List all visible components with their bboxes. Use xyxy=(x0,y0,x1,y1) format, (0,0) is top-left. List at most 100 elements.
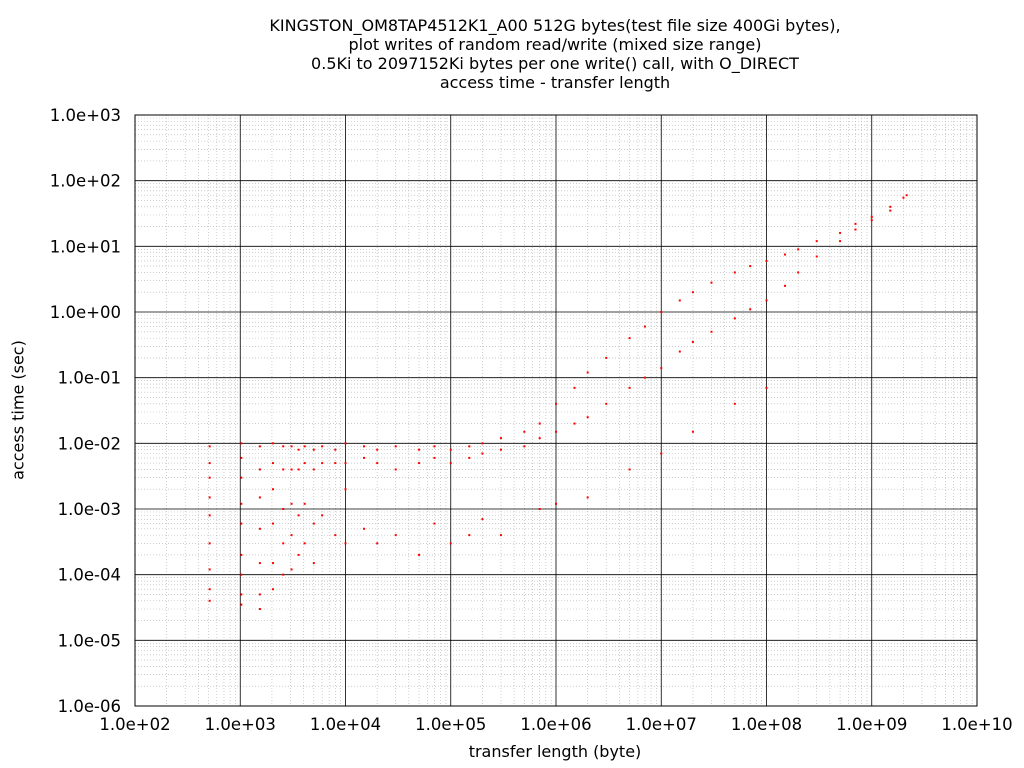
data-point xyxy=(258,562,261,565)
data-point xyxy=(303,502,306,505)
data-point xyxy=(258,593,261,596)
data-point xyxy=(312,468,315,471)
y-tick-label: 1.0e+00 xyxy=(50,303,121,322)
data-point xyxy=(678,299,681,302)
data-point xyxy=(282,573,285,576)
data-point xyxy=(433,445,436,448)
data-point xyxy=(258,445,261,448)
data-point xyxy=(468,456,471,459)
data-point xyxy=(538,508,541,510)
y-tick-label: 1.0e+02 xyxy=(50,172,121,191)
data-point xyxy=(499,534,502,537)
y-tick-label: 1.0e-06 xyxy=(58,697,121,716)
x-tick-label: 1.0e+09 xyxy=(836,715,907,734)
data-point xyxy=(797,271,800,274)
data-point xyxy=(258,608,261,610)
data-point xyxy=(418,448,421,451)
data-point xyxy=(691,291,694,294)
data-point xyxy=(815,240,818,243)
y-axis-label: access time (sec) xyxy=(8,340,28,480)
data-point xyxy=(282,468,285,471)
data-points xyxy=(208,194,908,610)
data-point xyxy=(481,442,484,445)
data-point xyxy=(538,422,541,425)
data-point xyxy=(208,514,211,517)
data-point xyxy=(643,325,646,328)
data-point xyxy=(363,527,366,530)
data-point xyxy=(870,219,873,222)
data-point xyxy=(889,205,892,208)
data-point xyxy=(555,502,557,505)
data-point xyxy=(854,228,857,231)
data-point xyxy=(839,240,842,243)
data-point xyxy=(573,386,576,389)
y-tick-label: 1.0e-02 xyxy=(58,434,121,453)
data-point xyxy=(555,430,557,433)
data-point xyxy=(749,265,752,268)
data-point xyxy=(765,386,768,389)
data-point xyxy=(449,448,452,451)
data-point xyxy=(839,231,842,234)
data-point xyxy=(710,281,713,284)
data-point xyxy=(628,337,631,340)
data-point xyxy=(334,534,337,537)
data-point xyxy=(797,248,800,251)
data-point xyxy=(290,568,293,571)
data-point xyxy=(468,534,471,537)
data-point xyxy=(586,371,589,374)
data-point xyxy=(208,568,211,571)
y-tick-label: 1.0e-05 xyxy=(58,631,121,650)
chart-title-line-4: access time - transfer length xyxy=(439,73,671,92)
data-point xyxy=(870,215,873,218)
x-tick-label: 1.0e+03 xyxy=(205,715,276,734)
data-point xyxy=(605,402,608,405)
data-point xyxy=(272,522,275,525)
data-point xyxy=(523,430,526,433)
data-point xyxy=(272,588,275,591)
x-tick-label: 1.0e+02 xyxy=(99,715,170,734)
data-point xyxy=(240,456,243,459)
major-gridlines xyxy=(134,114,978,707)
x-tick-label: 1.0e+08 xyxy=(731,715,802,734)
data-point xyxy=(312,522,315,525)
data-point xyxy=(523,445,526,448)
data-point xyxy=(272,562,275,565)
data-point xyxy=(297,514,300,517)
data-point xyxy=(344,488,347,491)
y-tick-label: 1.0e+03 xyxy=(50,106,121,125)
data-point xyxy=(660,452,663,455)
data-point xyxy=(297,448,300,451)
data-point xyxy=(468,445,471,448)
data-point xyxy=(691,430,694,433)
data-point xyxy=(258,527,261,530)
data-point xyxy=(643,376,646,379)
data-point xyxy=(208,445,211,448)
data-point xyxy=(272,488,275,491)
data-point xyxy=(418,462,421,465)
data-point xyxy=(240,522,243,525)
data-point xyxy=(240,476,243,479)
data-point xyxy=(660,367,663,370)
y-tick-label: 1.0e-01 xyxy=(58,369,121,388)
chart-title-line-1: KINGSTON_OM8TAP4512K1_A00 512G bytes(tes… xyxy=(269,16,841,35)
data-point xyxy=(312,448,315,451)
data-point xyxy=(691,340,694,343)
data-point xyxy=(344,462,347,465)
data-point xyxy=(733,271,736,274)
data-point xyxy=(303,445,306,448)
data-point xyxy=(499,448,502,451)
data-point xyxy=(282,542,285,545)
x-tick-label: 1.0e+06 xyxy=(520,715,591,734)
x-tick-label: 1.0e+10 xyxy=(941,715,1012,734)
y-tick-label: 1.0e-03 xyxy=(58,500,121,519)
data-point xyxy=(363,445,366,448)
data-point xyxy=(208,476,211,479)
data-point xyxy=(290,468,293,471)
data-point xyxy=(272,442,275,445)
data-point xyxy=(481,452,484,455)
data-point xyxy=(905,194,908,197)
data-point xyxy=(321,462,324,465)
data-point xyxy=(321,514,324,517)
data-point xyxy=(499,437,502,440)
